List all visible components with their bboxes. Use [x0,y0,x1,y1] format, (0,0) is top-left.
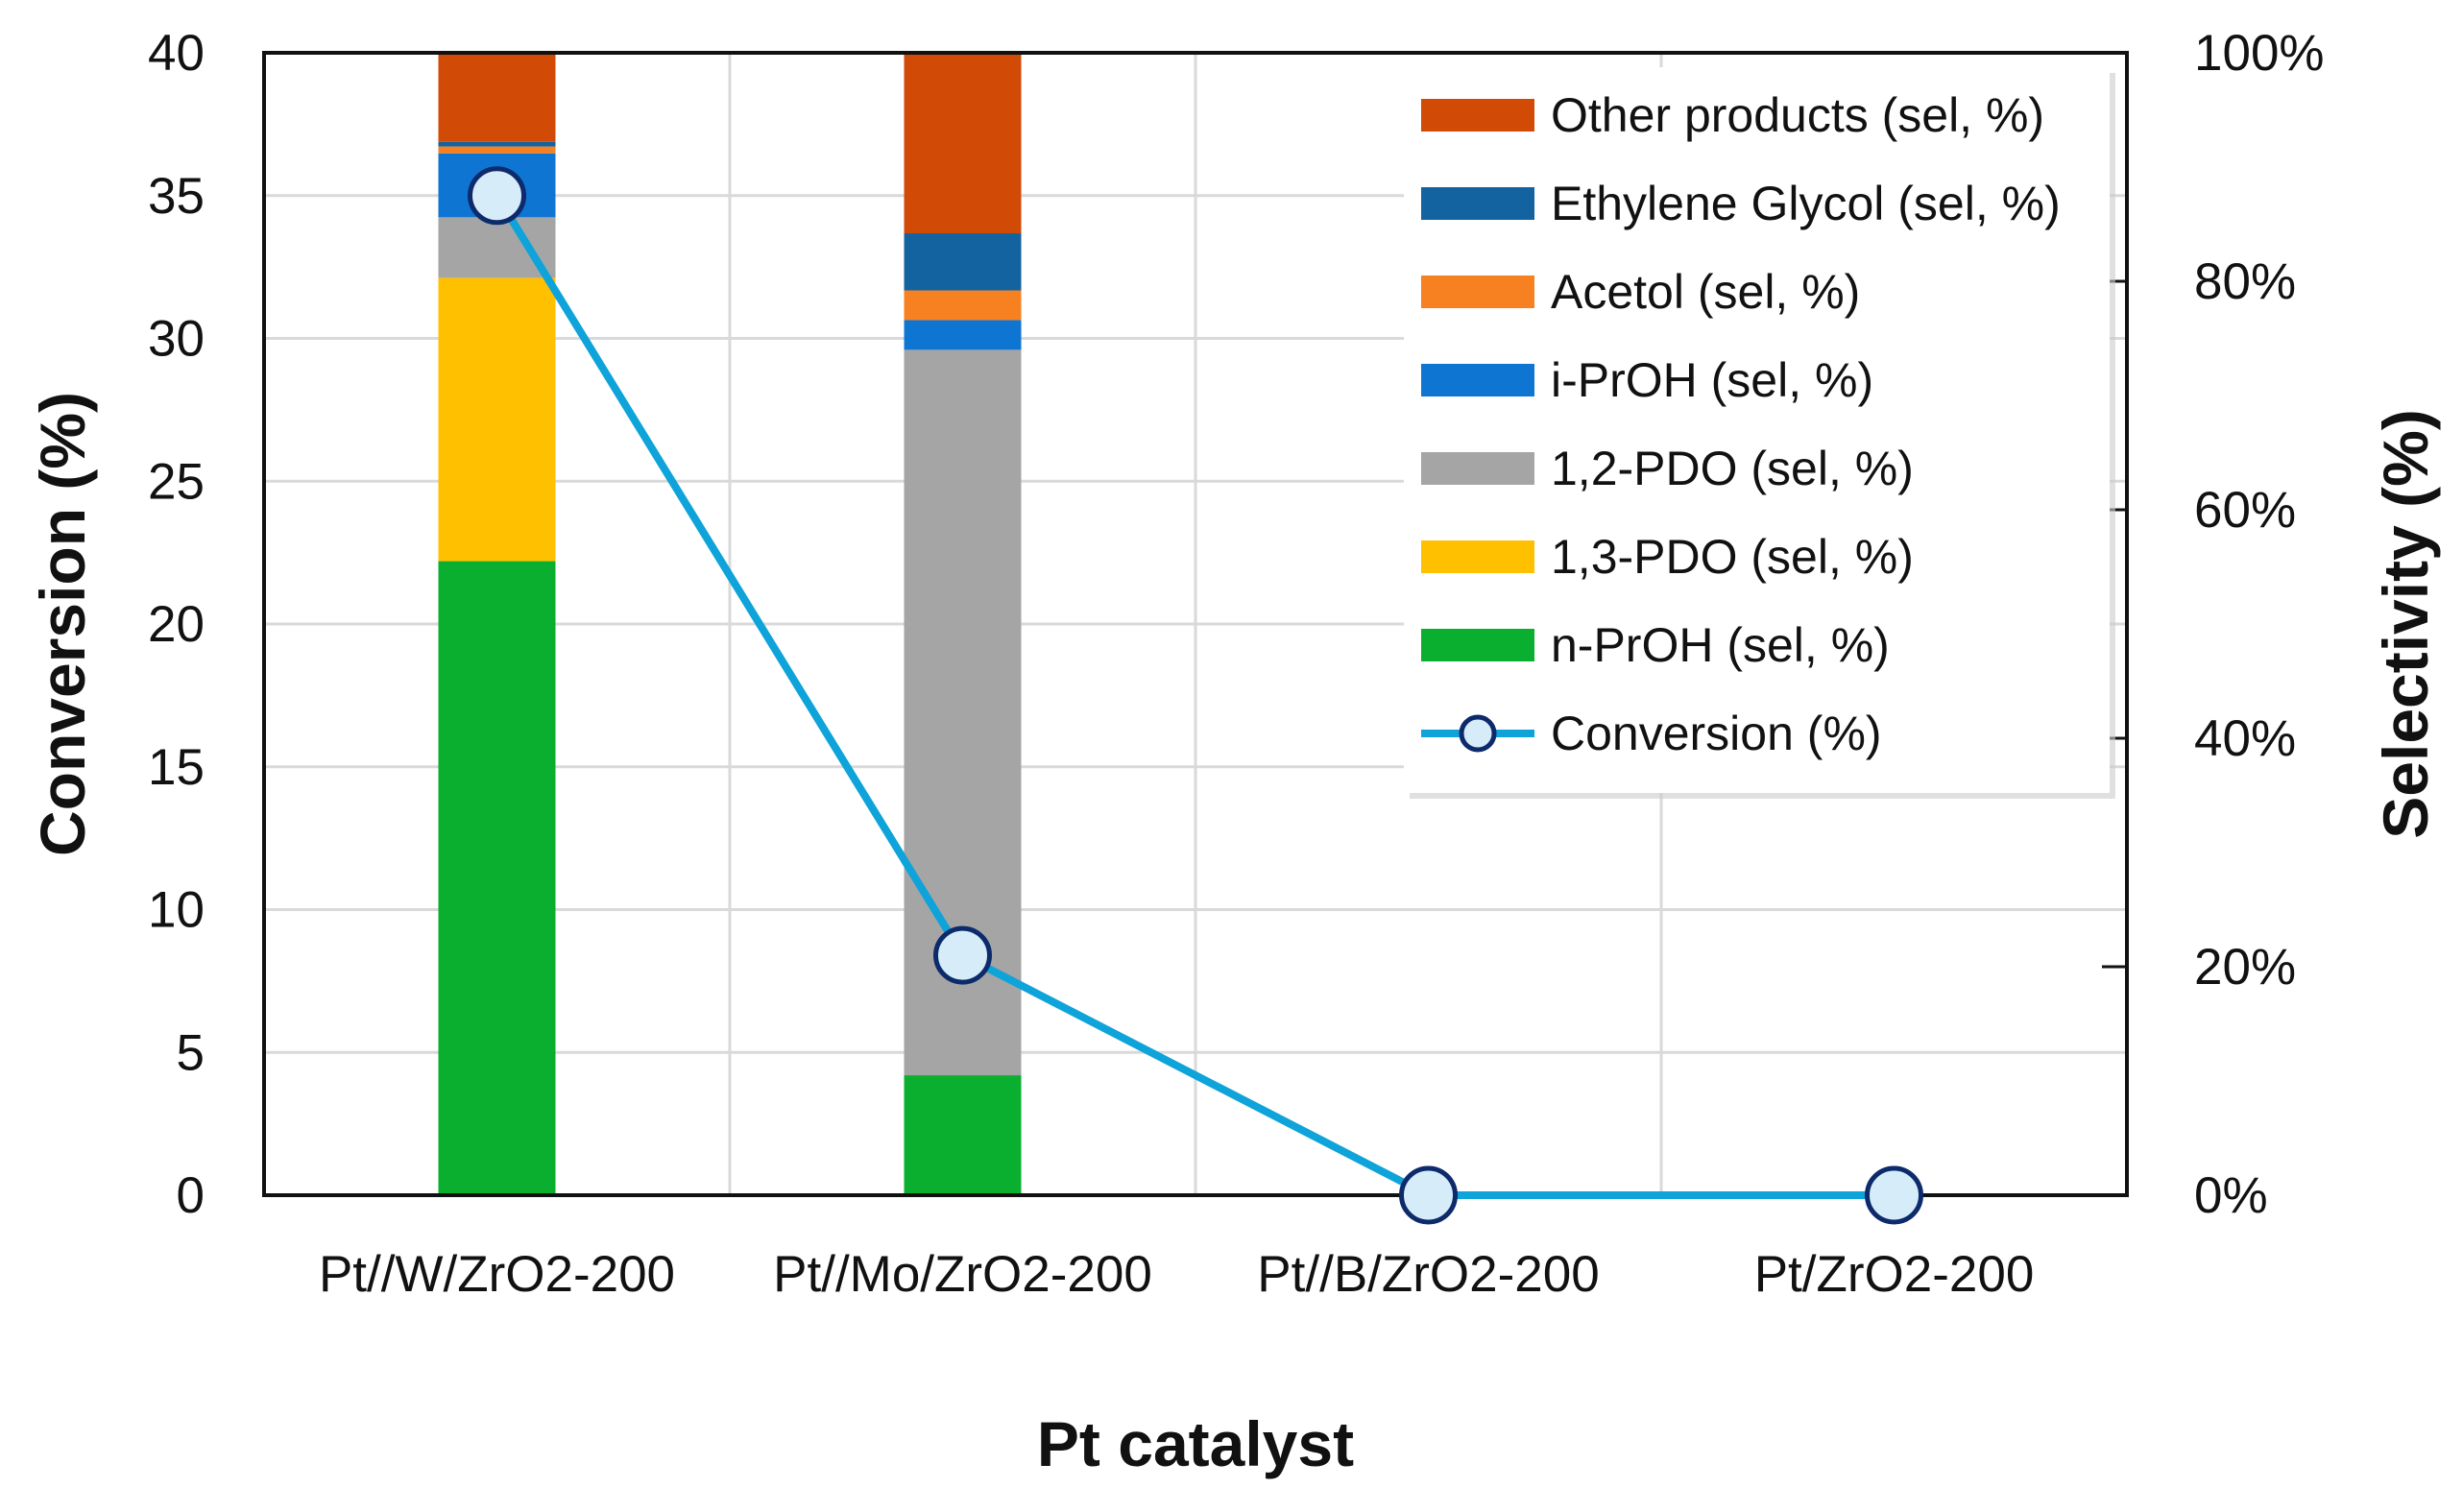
y2-tick-label: 0% [2194,1167,2268,1224]
y-tick-label: 20 [148,596,205,653]
legend-swatch [1421,629,1534,661]
legend-label: 1,2-PDO (sel, %) [1551,442,1914,495]
legend-swatch [1421,99,1534,132]
y-tick-label: 10 [148,882,205,939]
y-axis-title: Conversion (%) [27,392,98,856]
legend: Other products (sel, %) Ethylene Glycol (… [1404,67,2115,799]
y2-tick-label: 40% [2194,710,2296,767]
y2-tick-label: 100% [2194,25,2325,82]
y-tick-label: 0 [177,1167,205,1224]
legend-label: Conversion (%) [1551,707,1882,760]
left-axis-ticks: 0 5 10 15 20 25 30 35 40 [148,25,205,1224]
y-tick-label: 30 [148,311,205,368]
right-axis-ticks: 0% 20% 40% 60% 80% 100% [2102,25,2325,1224]
y-tick-label: 5 [177,1024,205,1081]
bar-segment-1-3-pdo [438,277,556,562]
category-label: Pt//Mo/ZrO2-200 [773,1246,1152,1303]
conversion-point [933,925,992,985]
bar-segment-acetol [438,146,556,154]
conversion-point [1865,1165,1923,1225]
bar-segment-other-products [904,53,1022,234]
conversion-point [468,166,526,226]
legend-swatch [1421,187,1534,220]
bar-segment-n-proh [438,561,556,1195]
bar-segment-i-proh [904,320,1022,350]
y-tick-label: 15 [148,739,205,796]
bar-segment-acetol [904,290,1022,321]
conversion-line-layer [468,166,1923,1225]
category-labels: Pt//W/ZrO2-200 Pt//Mo/ZrO2-200 Pt//B/ZrO2-… [319,1246,2034,1303]
category-label: Pt//W/ZrO2-200 [319,1246,675,1303]
legend-swatch [1421,540,1534,573]
legend-label: Other products (sel, %) [1551,88,2044,142]
plot-frame [262,51,2129,1197]
y2-axis-title: Selectivity (%) [2370,409,2441,839]
bar-segment-1-2-pdo [438,217,556,278]
legend-swatch [1421,364,1534,396]
conversion-point [1399,1165,1458,1225]
bar-segment-other-products [438,53,556,142]
y-tick-label: 25 [148,453,205,510]
x-axis-title: Pt catalyst [1037,1408,1354,1479]
y-tick-label: 40 [148,25,205,82]
category-label: Pt//B/ZrO2-200 [1257,1246,1599,1303]
conversion-line [494,193,1895,1199]
bar-segment-ethylene-glycol [438,141,556,147]
y2-tick-label: 60% [2194,482,2296,539]
category-label: Pt/ZrO2-200 [1754,1246,2035,1303]
y2-tick-label: 80% [2194,253,2296,310]
legend-label: Ethylene Glycol (sel, %) [1551,177,2061,230]
y-tick-label: 35 [148,168,205,225]
bar-segment-ethylene-glycol [904,233,1022,291]
y2-tick-label: 20% [2194,939,2296,996]
legend-label: n-PrOH (sel, %) [1551,618,1890,672]
legend-swatch [1421,276,1534,308]
bar-segment-n-proh [904,1075,1022,1195]
legend-label: i-PrOH (sel, %) [1551,353,1873,407]
legend-label: 1,3-PDO (sel, %) [1551,530,1914,584]
legend-swatch [1421,452,1534,485]
legend-marker [1459,714,1497,753]
legend-label: Acetol (sel, %) [1551,265,1860,319]
